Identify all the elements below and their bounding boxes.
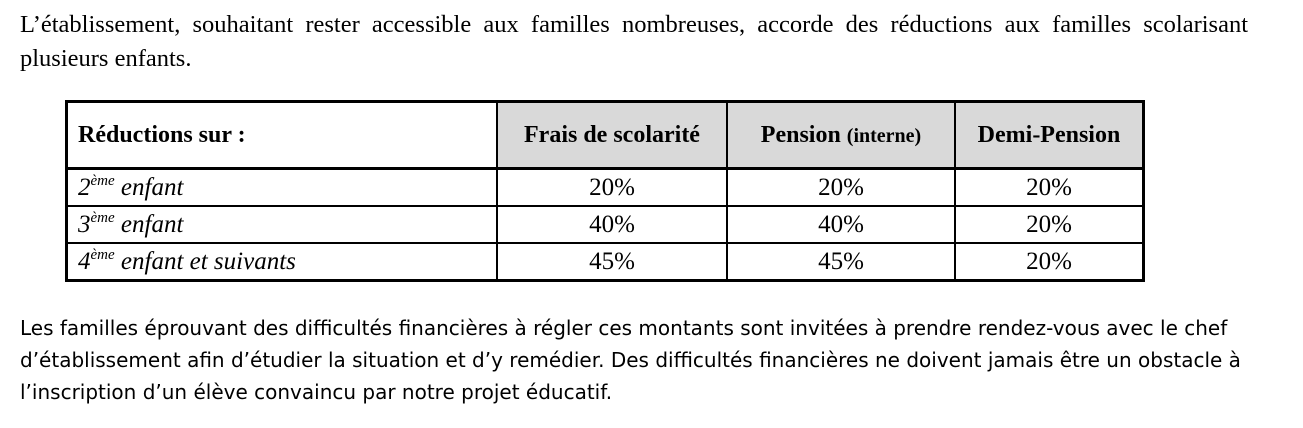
reductions-table: Réductions sur : Frais de scolarité Pens… xyxy=(65,100,1145,282)
row-suffix: ème xyxy=(90,172,115,189)
row-number: 3 xyxy=(78,210,91,238)
row-suffix: ème xyxy=(90,209,115,226)
cell-frais: 20% xyxy=(496,167,728,207)
header-frais-scolarite: Frais de scolarité xyxy=(496,100,728,170)
cell-demi-pension: 20% xyxy=(954,167,1145,207)
cell-pension: 20% xyxy=(726,167,956,207)
table-row: 4ème enfant et suivants 45% 45% 20% xyxy=(65,242,1145,282)
cell-pension: 40% xyxy=(726,205,956,244)
cell-demi-pension: 20% xyxy=(954,205,1145,244)
row-suffix: ème xyxy=(90,246,115,263)
cell-pension: 45% xyxy=(726,242,956,282)
row-number: 2 xyxy=(78,173,91,201)
header-pension-label: Pension xyxy=(760,121,841,148)
table-header-row: Réductions sur : Frais de scolarité Pens… xyxy=(65,100,1145,170)
cell-demi-pension: 20% xyxy=(954,242,1145,282)
header-pension-note: (interne) xyxy=(846,124,922,147)
table-row: 2ème enfant 20% 20% 20% xyxy=(65,167,1145,207)
cell-frais: 45% xyxy=(496,242,728,282)
row-label-text: enfant xyxy=(120,210,184,238)
row-label: 2ème enfant xyxy=(65,167,498,207)
row-label: 4ème enfant et suivants xyxy=(65,242,498,282)
row-label: 3ème enfant xyxy=(65,205,498,244)
table-row: 3ème enfant 40% 40% 20% xyxy=(65,205,1145,244)
header-pension: Pension (interne) xyxy=(726,100,956,170)
cell-frais: 40% xyxy=(496,205,728,244)
header-demi-pension: Demi-Pension xyxy=(954,100,1145,170)
outro-paragraph: Les familles éprouvant des difficultés f… xyxy=(20,316,1241,404)
row-label-text: enfant xyxy=(120,173,184,201)
row-number: 4 xyxy=(78,247,91,275)
header-reductions-label: Réductions sur : xyxy=(65,100,498,170)
intro-paragraph: L’établissement, souhaitant rester acces… xyxy=(20,11,1248,72)
row-label-text: enfant et suivants xyxy=(120,247,296,275)
